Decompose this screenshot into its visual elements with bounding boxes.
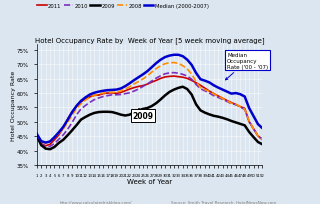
2011 [35,136,39,138]
2011 [172,75,176,78]
2010 [260,139,264,141]
Median (2000-2007) [35,133,39,135]
2011 [119,92,123,94]
Median (2000-2007) [119,88,123,90]
2010 [119,94,123,96]
X-axis label: Week of Year: Week of Year [127,178,172,184]
Median (2000-2007) [44,142,48,144]
2008 [181,65,185,68]
Median (2000-2007) [181,56,185,58]
2010 [172,72,176,74]
2008 [260,139,264,141]
Text: http://www.calculatedriskblog.com/: http://www.calculatedriskblog.com/ [60,200,132,204]
2011 [181,77,185,79]
Title: Hotel Occupancy Rate by  Week of Year [5 week moving average]: Hotel Occupancy Rate by Week of Year [5 … [35,37,264,44]
2008 [44,142,48,144]
2009 [119,114,123,116]
2008 [190,73,194,76]
2008 [119,90,123,93]
Line: 2008: 2008 [37,63,262,143]
2008 [146,75,149,78]
Median (2000-2007) [57,131,61,134]
2009 [48,148,52,151]
2010 [190,79,194,81]
Median (2000-2007) [159,59,163,62]
Line: 2010: 2010 [37,73,262,147]
2011 [190,80,194,82]
2010 [159,75,163,78]
Line: Median (2000-2007): Median (2000-2007) [37,55,262,143]
Median (2000-2007) [146,71,149,73]
2011 [44,145,48,147]
2010 [44,146,48,149]
2011 [146,83,149,86]
2009 [181,86,185,89]
2008 [172,62,176,64]
2010 [57,138,61,141]
2009 [260,143,264,146]
2008 [35,134,39,136]
2009 [57,142,61,144]
2009 [146,107,149,110]
2010 [146,83,149,86]
Y-axis label: Hotel Occupancy Rate: Hotel Occupancy Rate [11,70,16,140]
2009 [159,99,163,101]
2011 [57,134,61,136]
2008 [159,65,163,68]
2011 [159,78,163,80]
Median (2000-2007) [190,64,194,67]
2011 [260,138,264,141]
Median (2000-2007) [172,54,176,57]
Line: 2011: 2011 [37,77,262,146]
2009 [190,94,194,96]
Line: 2009: 2009 [37,87,262,150]
Text: Source: Smith Travel Research, HotelNewsNow.com: Source: Smith Travel Research, HotelNews… [171,200,277,204]
2008 [57,132,61,135]
Text: Median
Occupancy
Rate ('00 - '07): Median Occupancy Rate ('00 - '07) [226,53,268,80]
2009 [176,87,180,90]
Text: 2009: 2009 [132,109,154,121]
Median (2000-2007) [260,127,264,130]
2009 [35,135,39,137]
2010 [35,134,39,137]
2010 [181,74,185,76]
Legend: 2011, 2010, 2009, 2008, Median (2000-2007): 2011, 2010, 2009, 2008, Median (2000-200… [35,2,211,11]
